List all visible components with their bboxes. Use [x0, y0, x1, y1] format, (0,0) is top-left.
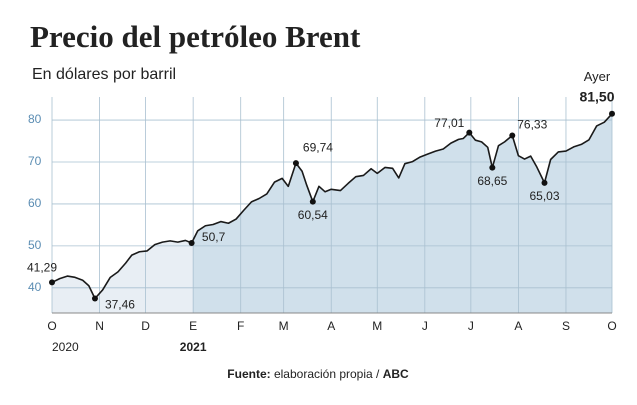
annotation-dot	[309, 198, 316, 205]
annotation-dot	[49, 279, 55, 286]
source-brand: ABC	[383, 367, 409, 381]
x-tick-label: F	[237, 319, 244, 333]
annotation-label: 41,29	[27, 261, 57, 275]
area-fill	[52, 239, 194, 313]
line	[51, 113, 613, 300]
chart-subtitle: En dólares por barril	[32, 66, 176, 83]
x-tick-label: J	[468, 319, 474, 333]
annotation-dot	[188, 239, 195, 246]
annotation-label: 60,54	[298, 208, 328, 222]
x-tick-label: J	[422, 319, 428, 333]
x-tick-label: A	[327, 319, 335, 333]
source: Fuente: elaboración propia / ABC	[227, 367, 409, 381]
annotation-note: Ayer	[584, 69, 611, 84]
chart-title: Precio del petróleo Brent	[30, 19, 361, 54]
annotation-label: 37,46	[105, 298, 135, 312]
x-tick-label: S	[562, 319, 570, 333]
y-tick-label: 60	[28, 196, 42, 210]
x-tick-label: D	[141, 319, 150, 333]
annotation-dot	[292, 160, 299, 167]
annotation-dot	[466, 129, 473, 136]
y-tick-label: 50	[28, 238, 42, 252]
annotation-label: 68,65	[477, 174, 507, 188]
annotation-label: 69,74	[303, 140, 333, 154]
x-tick-label: O	[607, 319, 616, 333]
y-tick-label: 40	[28, 280, 42, 294]
annotation-label: 65,03	[529, 189, 559, 203]
x-tick-label: N	[95, 319, 104, 333]
x-tick-label: O	[47, 319, 56, 333]
x-tick-label: E	[189, 319, 197, 333]
y-tick-label: 70	[28, 154, 42, 168]
annotation-dot	[609, 110, 615, 117]
annotation-dot	[91, 295, 98, 302]
area-fill	[193, 113, 612, 313]
annotation-dot	[489, 164, 496, 171]
annotation-dot	[541, 179, 548, 186]
x-tick-label: M	[279, 319, 289, 333]
source-prefix: Fuente:	[227, 367, 270, 381]
x-tick-label: M	[372, 319, 382, 333]
year-label: 2021	[180, 340, 207, 354]
annotation-label: 50,7	[202, 230, 226, 244]
annotation-label: 81,50	[579, 88, 614, 104]
x-tick-label: A	[514, 319, 522, 333]
year-label: 2020	[52, 340, 79, 354]
y-tick-label: 80	[28, 112, 42, 126]
annotation-dot	[509, 132, 516, 139]
source-text: elaboración propia /	[271, 367, 383, 381]
annotation-label: 77,01	[434, 116, 464, 130]
annotation-label: 76,33	[517, 118, 547, 132]
